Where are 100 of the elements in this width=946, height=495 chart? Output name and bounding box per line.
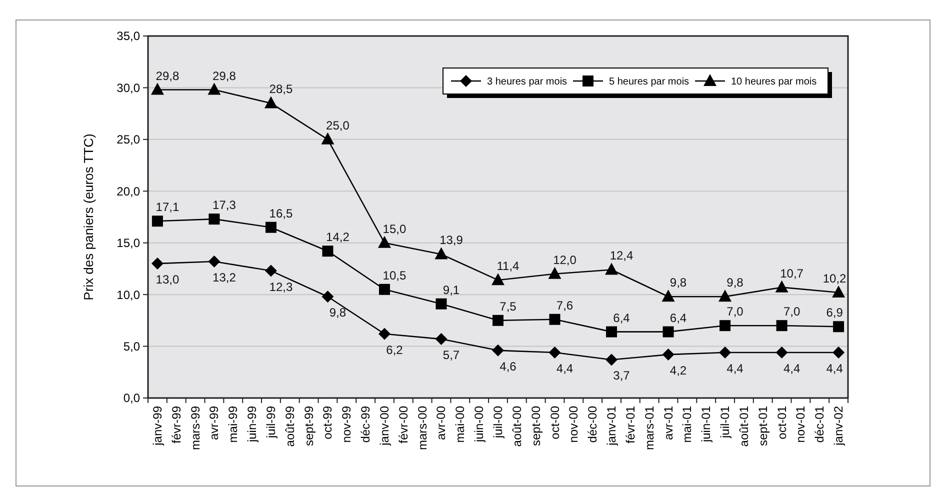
data-label: 4,4 xyxy=(826,361,844,376)
point xyxy=(775,280,788,292)
point xyxy=(152,216,163,227)
x-tick-label: janv-02 xyxy=(832,406,846,446)
data-label: 15,0 xyxy=(382,222,406,236)
point xyxy=(264,264,277,277)
x-tick-label: juin-01 xyxy=(699,406,714,444)
data-label: 28,5 xyxy=(269,82,293,96)
point xyxy=(492,314,504,326)
y-axis-title: Prix des paniers (euros TTC) xyxy=(81,134,96,300)
data-label: 12,3 xyxy=(269,280,293,294)
data-label: 13,2 xyxy=(212,270,236,284)
data-label: 6,9 xyxy=(826,306,844,320)
x-tick-label: août-00 xyxy=(510,406,524,447)
y-tick-label: 15,0 xyxy=(116,236,140,250)
point xyxy=(208,82,221,95)
point xyxy=(150,82,164,95)
data-label: 7,5 xyxy=(500,299,517,314)
y-tick-label: 25,0 xyxy=(116,132,140,147)
x-tick-label: oct-00 xyxy=(548,406,562,440)
point xyxy=(662,326,674,338)
data-label: 17,3 xyxy=(212,198,236,212)
x-tick-label: janv-01 xyxy=(604,406,619,446)
data-label: 6,2 xyxy=(386,342,404,357)
point xyxy=(322,290,334,303)
data-label: 5,7 xyxy=(442,348,460,362)
x-tick-label: août-99 xyxy=(282,406,297,447)
x-tick-label: déc-99 xyxy=(358,406,373,443)
x-tick-label: mars-01 xyxy=(642,406,656,450)
x-tick-label: mars-99 xyxy=(188,406,202,450)
point xyxy=(606,354,618,366)
x-tick-label: mai-99 xyxy=(226,406,240,443)
point xyxy=(434,247,448,260)
x-tick-label: oct-01 xyxy=(774,406,789,440)
point xyxy=(548,266,562,279)
point xyxy=(718,290,732,302)
x-tick-label: janv-99 xyxy=(150,406,164,446)
x-tick-label: mars-00 xyxy=(415,406,430,450)
data-label: 4,4 xyxy=(556,361,574,376)
legend-label: 3 heures par mois xyxy=(487,76,568,88)
x-tick-label: nov-99 xyxy=(340,406,354,443)
point xyxy=(322,246,334,257)
y-tick-label: 35,0 xyxy=(116,29,140,44)
point xyxy=(436,298,447,310)
x-tick-label: avr-99 xyxy=(207,406,222,440)
y-tick-label: 5,0 xyxy=(123,339,140,354)
point xyxy=(662,348,674,361)
point xyxy=(720,320,731,332)
point xyxy=(492,344,504,356)
data-label: 4,4 xyxy=(726,361,744,376)
y-tick-label: 30,0 xyxy=(116,80,140,95)
point xyxy=(549,314,560,325)
data-label: 14,2 xyxy=(326,230,350,244)
x-tick-label: sept-01 xyxy=(756,406,770,446)
point xyxy=(833,321,844,332)
x-tick-label: avr-01 xyxy=(661,406,676,440)
point xyxy=(492,273,504,286)
data-label: 16,5 xyxy=(269,206,293,220)
x-tick-label: févr-00 xyxy=(396,406,410,444)
data-label: 4,4 xyxy=(783,361,800,376)
data-label: 13,9 xyxy=(440,233,464,248)
point xyxy=(776,320,788,332)
data-label: 11,4 xyxy=(496,259,520,274)
point xyxy=(265,222,276,233)
point xyxy=(832,346,845,358)
data-label: 13,0 xyxy=(156,272,180,287)
data-label: 9,1 xyxy=(442,282,460,297)
y-tick-label: 10,0 xyxy=(116,288,140,302)
point xyxy=(264,96,278,108)
x-tick-label: nov-00 xyxy=(566,406,581,443)
x-tick-label: mai-00 xyxy=(453,406,468,443)
point xyxy=(548,346,561,358)
point xyxy=(605,262,618,275)
point xyxy=(378,236,391,248)
x-tick-label: juil-99 xyxy=(264,406,278,440)
point xyxy=(435,333,448,346)
point xyxy=(321,132,334,144)
data-label: 12,0 xyxy=(553,252,577,267)
data-label: 25,0 xyxy=(326,118,350,132)
data-label: 7,0 xyxy=(726,304,744,319)
data-label: 9,8 xyxy=(726,276,744,290)
point xyxy=(208,214,220,225)
point xyxy=(378,284,390,295)
x-tick-label: sept-00 xyxy=(528,406,543,446)
data-label: 4,6 xyxy=(500,359,517,374)
y-tick-label: 20,0 xyxy=(116,184,140,198)
point xyxy=(606,326,618,338)
x-tick-label: juil-01 xyxy=(718,406,732,440)
x-tick-label: mai-01 xyxy=(680,406,694,443)
legend-label: 10 heures par mois xyxy=(731,76,817,88)
x-tick-label: juil-00 xyxy=(491,406,505,440)
x-tick-label: août-01 xyxy=(736,406,751,447)
x-tick-label: janv-00 xyxy=(377,406,392,446)
point xyxy=(662,290,675,302)
x-tick-label: déc-01 xyxy=(812,406,827,443)
point xyxy=(719,346,732,358)
point xyxy=(776,346,788,358)
data-label: 7,0 xyxy=(783,304,800,319)
x-tick-label: sept-99 xyxy=(302,406,316,446)
data-label: 6,4 xyxy=(613,310,630,325)
